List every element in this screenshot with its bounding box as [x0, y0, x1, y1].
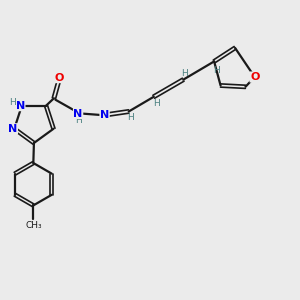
Text: H: H — [213, 66, 220, 75]
Text: O: O — [55, 73, 64, 82]
Text: H: H — [153, 99, 160, 108]
Text: H: H — [75, 116, 82, 124]
Text: H: H — [127, 113, 134, 122]
Text: N: N — [8, 124, 17, 134]
Text: H: H — [10, 98, 16, 107]
Text: N: N — [74, 109, 83, 118]
Text: N: N — [100, 110, 109, 120]
Text: N: N — [16, 101, 25, 111]
Text: CH₃: CH₃ — [25, 221, 42, 230]
Text: O: O — [250, 72, 260, 82]
Text: H: H — [181, 69, 188, 78]
